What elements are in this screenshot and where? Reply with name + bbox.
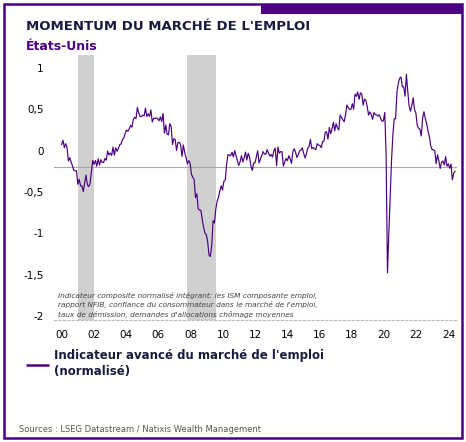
Text: MOMENTUM DU MARCHÉ DE L'EMPLOI: MOMENTUM DU MARCHÉ DE L'EMPLOI [26, 20, 310, 33]
Bar [78, 55, 94, 320]
Bar [187, 55, 216, 320]
Text: Sources : LSEG Datastream / Natixis Wealth Management: Sources : LSEG Datastream / Natixis Weal… [19, 425, 260, 434]
Text: Indicateur avancé du marché de l'emploi
(normalisé): Indicateur avancé du marché de l'emploi … [54, 349, 323, 378]
Text: États-Unis: États-Unis [26, 40, 97, 53]
Text: Indicateur composite normalisé intégrant: les ISM composante emploi,
rapport NFI: Indicateur composite normalisé intégrant… [58, 292, 317, 318]
